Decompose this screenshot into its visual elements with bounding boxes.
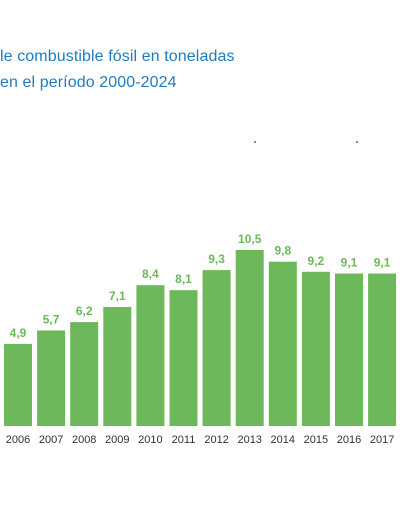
bar-2006 xyxy=(4,343,32,426)
bar-2014 xyxy=(268,261,297,426)
bar-2011 xyxy=(169,290,198,426)
value-label-2010: 8,4 xyxy=(142,267,159,281)
value-label-2011: 8,1 xyxy=(175,272,192,286)
value-label-2013: 10,5 xyxy=(238,232,262,246)
x-tick-label-2013: 2013 xyxy=(237,434,261,446)
value-label-2006: 4,9 xyxy=(10,326,27,340)
x-tick-label-2006: 2006 xyxy=(6,434,30,446)
x-tick-label-2007: 2007 xyxy=(39,434,63,446)
value-label-2012: 9,3 xyxy=(208,252,225,266)
chart-title-line-2: en el período 2000-2024 xyxy=(0,74,177,91)
bar-2009 xyxy=(103,307,132,426)
value-label-2008: 6,2 xyxy=(76,304,93,318)
x-tick-label-2011: 2011 xyxy=(172,434,196,446)
bar-2015 xyxy=(301,271,330,426)
value-label-2009: 7,1 xyxy=(109,289,126,303)
x-tick-label-2014: 2014 xyxy=(271,434,295,446)
bar-2008 xyxy=(70,322,99,426)
x-tick-label-2010: 2010 xyxy=(138,434,162,446)
x-tick-label-2012: 2012 xyxy=(204,434,228,446)
x-tick-label-2009: 2009 xyxy=(105,434,129,446)
legend-marker-dot xyxy=(254,141,256,143)
x-tick-label-2016: 2016 xyxy=(337,434,361,446)
x-tick-label-2008: 2008 xyxy=(72,434,96,446)
chart-title-line-1: le combustible fósil en toneladas xyxy=(0,48,235,65)
bar-2012 xyxy=(202,270,231,426)
x-tick-label-2017: 2017 xyxy=(370,434,394,446)
value-label-2017: 9,1 xyxy=(374,256,391,270)
value-label-2015: 9,2 xyxy=(308,254,325,268)
value-label-2014: 9,8 xyxy=(274,244,291,258)
legend-marker-dot xyxy=(356,141,358,143)
bar-2017 xyxy=(368,273,397,426)
x-tick-label-2015: 2015 xyxy=(304,434,328,446)
value-label-2007: 5,7 xyxy=(43,313,60,327)
bar-2007 xyxy=(37,330,66,426)
bar-2013 xyxy=(235,250,264,426)
value-label-2016: 9,1 xyxy=(341,256,358,270)
bar-2016 xyxy=(335,273,363,426)
bar-2010 xyxy=(136,285,165,426)
